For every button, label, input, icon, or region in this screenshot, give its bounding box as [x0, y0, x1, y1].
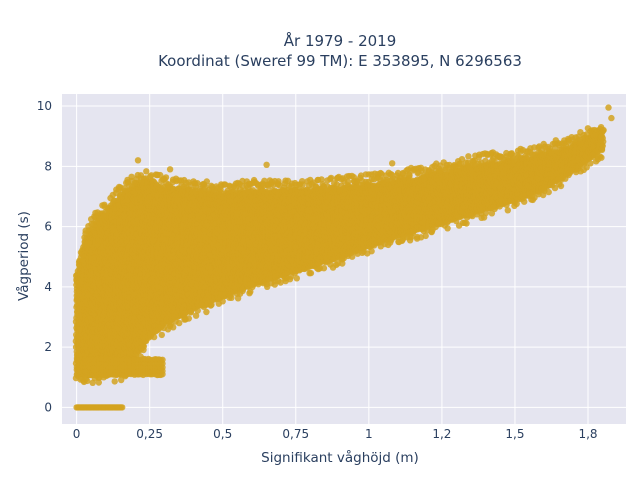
data-point — [84, 377, 91, 385]
data-point — [140, 343, 147, 350]
data-point — [95, 379, 103, 386]
data-points — [72, 104, 615, 411]
data-point — [143, 168, 150, 175]
data-point — [162, 174, 170, 181]
data-point — [111, 378, 118, 385]
data-point — [170, 324, 177, 331]
data-point — [158, 331, 165, 339]
data-point — [176, 319, 183, 327]
data-point — [203, 308, 210, 316]
data-point — [150, 333, 158, 341]
data-point — [185, 315, 192, 322]
